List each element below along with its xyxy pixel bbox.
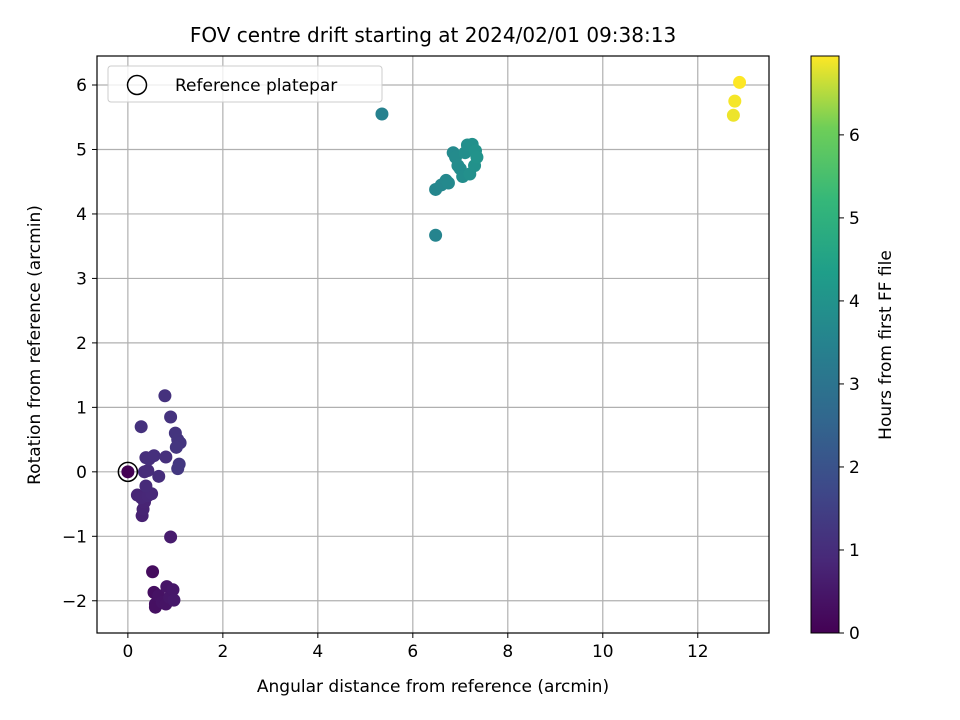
x-tick-label: 12	[687, 642, 709, 662]
plot-frame	[96, 55, 770, 634]
y-tick-label: 6	[76, 76, 87, 96]
colorbar-tick-label: 4	[849, 292, 860, 312]
y-axis-label: Rotation from reference (arcmin)	[25, 205, 45, 485]
x-tick-label: 0	[122, 642, 133, 662]
chart-title: FOV centre drift starting at 2024/02/01 …	[190, 23, 676, 47]
scatter-point	[147, 449, 161, 463]
scatter-point	[141, 464, 155, 478]
x-axis-label: Angular distance from reference (arcmin)	[257, 677, 609, 697]
colorbar-tick-label: 6	[849, 126, 860, 146]
scatter-point	[171, 462, 185, 476]
x-tick-label: 4	[312, 642, 323, 662]
scatter-point	[152, 469, 166, 483]
legend-label: Reference platepar	[175, 76, 337, 96]
scatter-point	[733, 75, 747, 89]
y-tick-label: −2	[62, 592, 87, 612]
colorbar-ticks: 0 1 2 3 4 5 6	[839, 126, 860, 644]
scatter-point	[441, 176, 455, 190]
scatter-point	[167, 593, 181, 607]
scatter-point	[726, 108, 740, 122]
reference-marker	[117, 461, 139, 483]
scatter-point	[158, 389, 172, 403]
legend-marker-icon	[126, 74, 148, 96]
x-tick-label: 10	[592, 642, 614, 662]
colorbar-tick-label: 3	[849, 375, 860, 395]
scatter-point	[169, 440, 183, 454]
scatter-point	[429, 228, 443, 242]
reference-platepar-marker	[117, 461, 139, 483]
y-tick-label: 1	[76, 398, 87, 418]
colorbar-tick-label: 0	[849, 624, 860, 644]
legend: Reference platepar	[107, 65, 383, 103]
colorbar: 0 1 2 3 4 5 6 Hours from first FF file	[810, 55, 896, 644]
y-tick-label: 2	[76, 334, 87, 354]
scatter-point	[166, 583, 180, 597]
colorbar-tick-label: 2	[849, 458, 860, 478]
y-tick-label: 0	[76, 463, 87, 483]
x-tick-label: 2	[217, 642, 228, 662]
data-points	[121, 75, 747, 614]
scatter-point	[121, 465, 135, 479]
x-tick-label: 6	[407, 642, 418, 662]
colorbar-gradient	[810, 55, 840, 634]
grid	[97, 56, 769, 633]
legend-box	[107, 65, 383, 103]
scatter-point	[139, 479, 153, 493]
scatter-point	[375, 107, 389, 121]
colorbar-tick-label: 5	[849, 209, 860, 229]
scatter-point	[470, 150, 484, 164]
scatter-point	[164, 530, 178, 544]
y-tick-label: 4	[76, 205, 87, 225]
y-axis-ticks: −2 −1 0 1 2 3 4 5 6	[62, 76, 97, 612]
y-tick-label: 5	[76, 140, 87, 160]
y-tick-label: −1	[62, 527, 87, 547]
colorbar-tick-label: 1	[849, 541, 860, 561]
x-axis-ticks: 0 2 4 6 8 10 12	[122, 633, 709, 662]
scatter-point	[134, 420, 148, 434]
y-tick-label: 3	[76, 269, 87, 289]
scatter-point	[146, 565, 160, 579]
colorbar-label: Hours from first FF file	[876, 250, 896, 440]
scatter-point	[159, 450, 173, 464]
scatter-point	[164, 410, 178, 424]
x-tick-label: 8	[502, 642, 513, 662]
scatter-point	[728, 94, 742, 108]
